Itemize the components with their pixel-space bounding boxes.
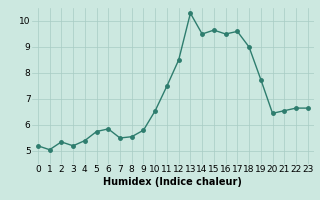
X-axis label: Humidex (Indice chaleur): Humidex (Indice chaleur): [103, 177, 242, 187]
